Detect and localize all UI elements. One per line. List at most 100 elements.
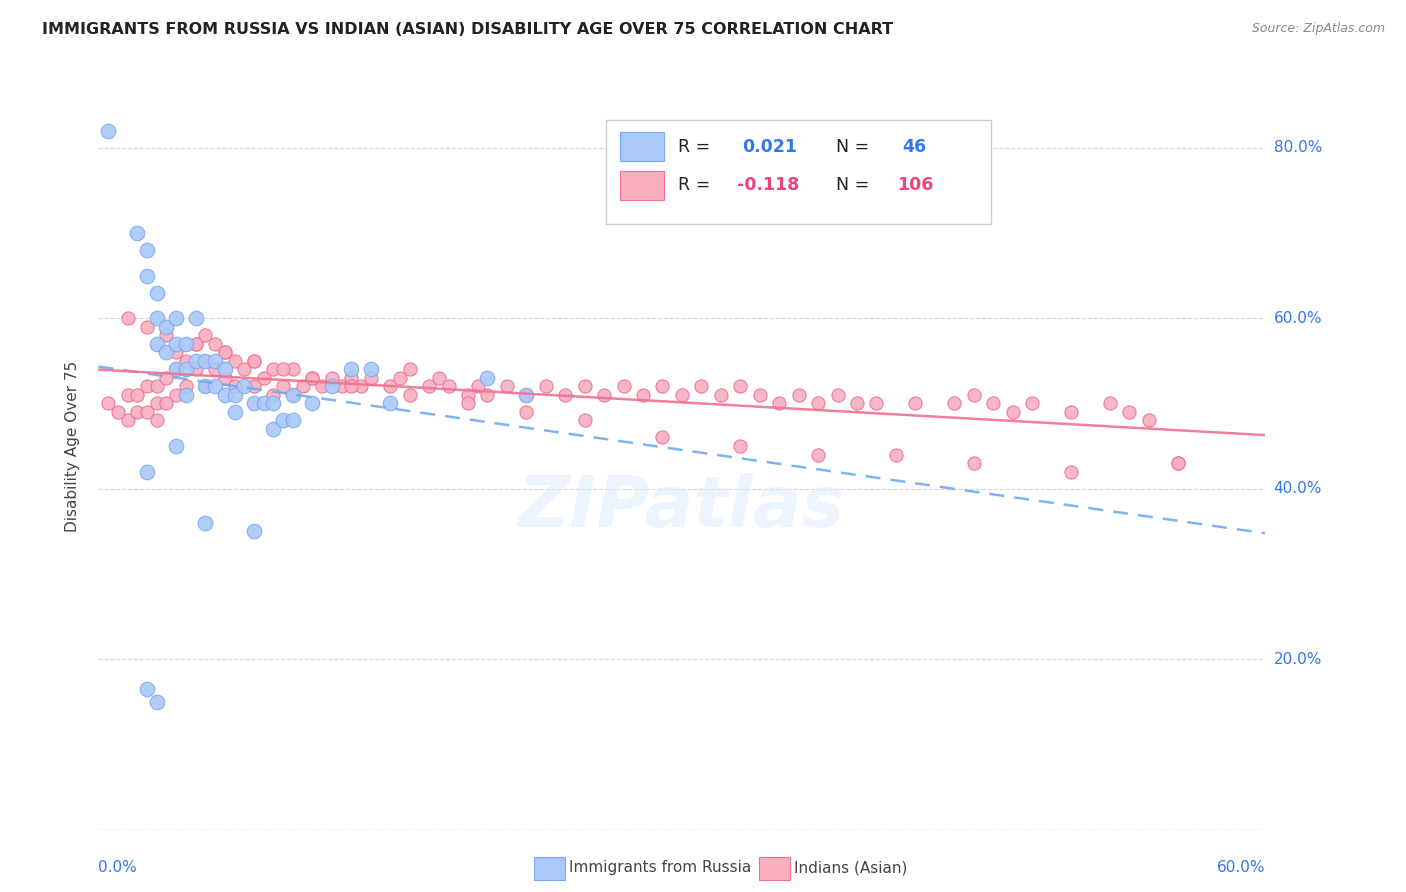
Point bbox=[981, 396, 1004, 410]
Point bbox=[224, 405, 246, 419]
Bar bbox=[620, 170, 665, 200]
Point bbox=[457, 388, 479, 402]
Point bbox=[710, 388, 733, 402]
Point bbox=[174, 362, 197, 376]
Text: 60.0%: 60.0% bbox=[1274, 310, 1322, 326]
Point bbox=[1137, 413, 1160, 427]
Point bbox=[262, 396, 284, 410]
Point bbox=[184, 336, 207, 351]
Point bbox=[1021, 396, 1043, 410]
Point bbox=[243, 353, 266, 368]
Point bbox=[127, 226, 149, 240]
Point bbox=[194, 516, 217, 530]
Text: 46: 46 bbox=[903, 138, 927, 156]
Y-axis label: Disability Age Over 75: Disability Age Over 75 bbox=[65, 360, 80, 532]
FancyBboxPatch shape bbox=[606, 120, 991, 224]
Point bbox=[271, 362, 294, 376]
Point bbox=[146, 396, 169, 410]
Point bbox=[807, 448, 830, 462]
Point bbox=[155, 328, 177, 343]
Point bbox=[146, 379, 169, 393]
Text: R =: R = bbox=[679, 177, 716, 194]
Point bbox=[194, 379, 217, 393]
Point bbox=[194, 379, 217, 393]
Point bbox=[865, 396, 887, 410]
Text: N =: N = bbox=[837, 138, 875, 156]
Point bbox=[768, 396, 790, 410]
Point bbox=[730, 439, 752, 453]
Point bbox=[117, 311, 139, 326]
Point bbox=[321, 379, 343, 393]
Text: 0.0%: 0.0% bbox=[98, 860, 138, 875]
Point bbox=[194, 328, 217, 343]
Point bbox=[1167, 456, 1189, 470]
Text: 40.0%: 40.0% bbox=[1274, 481, 1322, 496]
Point bbox=[165, 336, 187, 351]
Point bbox=[1167, 456, 1189, 470]
Point bbox=[165, 362, 187, 376]
Point bbox=[301, 371, 323, 385]
Point bbox=[174, 388, 197, 402]
Point bbox=[350, 379, 373, 393]
Point bbox=[262, 422, 284, 436]
Point bbox=[165, 345, 187, 359]
Point bbox=[136, 465, 159, 479]
Point bbox=[1098, 396, 1121, 410]
Point bbox=[651, 379, 673, 393]
Point bbox=[1060, 465, 1083, 479]
Text: Immigrants from Russia: Immigrants from Russia bbox=[569, 861, 752, 875]
Point bbox=[467, 379, 489, 393]
Point bbox=[477, 371, 499, 385]
Point bbox=[515, 405, 537, 419]
Point bbox=[613, 379, 636, 393]
Point bbox=[184, 311, 207, 326]
Point bbox=[214, 388, 236, 402]
Point bbox=[146, 285, 169, 300]
Point bbox=[243, 379, 266, 393]
Text: R =: R = bbox=[679, 138, 716, 156]
Point bbox=[184, 353, 207, 368]
Point bbox=[1118, 405, 1140, 419]
Text: N =: N = bbox=[837, 177, 875, 194]
Point bbox=[398, 388, 420, 402]
Point bbox=[224, 379, 246, 393]
Point bbox=[136, 268, 159, 283]
Point bbox=[117, 388, 139, 402]
Point bbox=[136, 681, 159, 696]
Point bbox=[146, 413, 169, 427]
Text: ZIPatlas: ZIPatlas bbox=[519, 473, 845, 541]
Text: 0.021: 0.021 bbox=[742, 138, 797, 156]
Point bbox=[690, 379, 713, 393]
Point bbox=[515, 388, 537, 402]
Point bbox=[146, 695, 169, 709]
Point bbox=[311, 379, 333, 393]
Point bbox=[943, 396, 966, 410]
Point bbox=[136, 405, 159, 419]
Point bbox=[214, 362, 236, 376]
Point bbox=[155, 345, 177, 359]
Point bbox=[174, 353, 197, 368]
Point bbox=[136, 319, 159, 334]
Point bbox=[427, 371, 450, 385]
Point bbox=[117, 413, 139, 427]
Text: -0.118: -0.118 bbox=[737, 177, 799, 194]
Point bbox=[233, 362, 256, 376]
Point bbox=[321, 371, 343, 385]
Point bbox=[457, 396, 479, 410]
Point bbox=[1001, 405, 1024, 419]
Point bbox=[174, 336, 197, 351]
Point bbox=[97, 396, 120, 410]
Point bbox=[253, 371, 276, 385]
Text: 60.0%: 60.0% bbox=[1218, 860, 1265, 875]
Point bbox=[97, 123, 120, 137]
Point bbox=[330, 379, 353, 393]
Point bbox=[904, 396, 927, 410]
Point bbox=[554, 388, 576, 402]
Point bbox=[281, 362, 304, 376]
Text: 20.0%: 20.0% bbox=[1274, 651, 1322, 666]
Point bbox=[204, 336, 226, 351]
Point bbox=[437, 379, 460, 393]
Bar bbox=[620, 132, 665, 161]
Point bbox=[827, 388, 849, 402]
Point bbox=[884, 448, 907, 462]
